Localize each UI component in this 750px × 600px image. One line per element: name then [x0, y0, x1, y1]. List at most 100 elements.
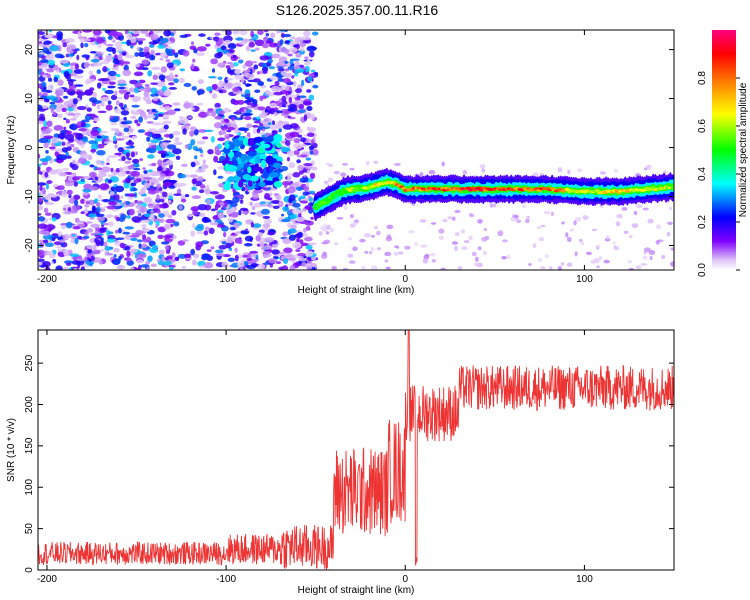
spectrogram-faint-cell — [668, 206, 672, 211]
spectrogram-x-axis-label: Height of straight line (km) — [298, 285, 415, 296]
spectrogram-noise-cell — [193, 253, 200, 259]
spectrogram-x-tick-label: -100 — [216, 274, 236, 285]
spectrogram-noise-cell — [292, 202, 301, 208]
spectrogram-noise-cell — [161, 191, 168, 198]
spectrogram-noise-cell — [282, 237, 292, 245]
spectrogram-noise-cell — [106, 162, 110, 166]
snr-x-tick-label: -100 — [216, 574, 236, 585]
spectrogram-faint-cell — [628, 267, 635, 270]
spectrogram-faint-cell — [343, 205, 348, 211]
spectrogram-noise-cell — [269, 192, 273, 196]
spectrogram-noise-cell — [275, 194, 282, 201]
spectrogram-noise-cell — [289, 40, 294, 48]
spectrogram-noise-cell — [250, 221, 254, 228]
spectrogram-noise-cell — [229, 226, 236, 231]
spectrogram-noise-cell — [206, 219, 212, 223]
spectrogram-noise-cell — [72, 98, 78, 105]
spectrogram-faint-cell — [323, 180, 329, 184]
spectrogram-noise-cell — [77, 235, 83, 240]
spectrogram-noise-cell — [232, 99, 239, 106]
spectrogram-noise-cell — [214, 115, 223, 120]
spectrogram-faint-cell — [544, 253, 549, 259]
spectrogram-noise-cell — [69, 123, 79, 131]
spectrogram-faint-cell — [483, 228, 487, 231]
spectrogram-noise-cell — [235, 37, 244, 41]
spectrogram-noise-cell — [173, 78, 179, 84]
spectrogram-y-tick-label: 0 — [24, 144, 35, 150]
spectrogram-noise-cell — [230, 116, 236, 121]
spectrogram-noise-cell — [173, 221, 180, 227]
spectrogram-faint-cell — [616, 213, 623, 219]
spectrogram-noise-cell — [108, 221, 114, 227]
spectrogram-noise-cell — [232, 30, 240, 35]
spectrogram-noise-cell — [192, 178, 198, 183]
spectrogram-y-tick-label: -20 — [24, 238, 35, 253]
spectrogram-noise-cell — [39, 185, 43, 191]
spectrogram-noise-cell — [73, 75, 84, 79]
spectrogram-noise-cell — [122, 69, 132, 77]
spectrogram-noise-cell — [299, 239, 304, 244]
spectrogram-noise-cell — [84, 231, 89, 236]
spectrogram-noise-cell — [263, 30, 269, 33]
spectrogram-faint-cell — [373, 160, 379, 164]
spectrogram-noise-cell — [264, 261, 268, 266]
spectrogram-faint-cell — [325, 231, 330, 235]
spectrogram-noise-cell — [89, 164, 95, 168]
spectrogram-noise-cell — [110, 94, 118, 101]
spectrogram-faint-cell — [603, 259, 610, 264]
spectrogram-noise-cell — [244, 235, 254, 242]
spectrogram-noise-cell — [126, 259, 134, 266]
spectrogram-noise-cell — [190, 138, 196, 146]
spectrogram-faint-cell — [385, 236, 393, 242]
spectrogram-blob-cell — [260, 159, 267, 168]
spectrogram-noise-cell — [150, 170, 160, 177]
spectrogram-noise-cell — [209, 191, 219, 195]
spectrogram-noise-cell — [150, 66, 161, 71]
spectrogram-noise-cell — [169, 72, 174, 79]
spectrogram-noise-cell — [41, 89, 48, 93]
spectrogram-noise-cell — [46, 95, 57, 100]
spectrogram-noise-cell — [167, 214, 173, 219]
spectrogram-noise-cell — [126, 39, 131, 47]
spectrogram-noise-cell — [86, 107, 92, 112]
spectrogram-noise-cell — [57, 132, 66, 140]
spectrogram-noise-cell — [271, 120, 276, 126]
spectrogram-noise-cell — [146, 266, 150, 270]
spectrogram-noise-cell — [253, 64, 259, 70]
spectrogram-noise-cell — [147, 203, 153, 207]
spectrogram-noise-cell — [196, 140, 206, 145]
spectrogram-noise-cell — [41, 162, 48, 166]
snr-frame — [37, 329, 675, 571]
spectrogram-noise-cell — [124, 245, 131, 251]
spectrogram-noise-cell — [107, 236, 113, 240]
spectrogram-noise-cell — [227, 43, 237, 50]
spectrogram-noise-cell — [152, 96, 159, 101]
spectrogram-noise-cell — [56, 185, 65, 191]
spectrogram-noise-cell — [92, 249, 101, 255]
snr-y-tick-label: 200 — [24, 396, 35, 413]
spectrogram-faint-cell — [408, 229, 415, 234]
spectrogram-noise-cell — [191, 195, 202, 200]
spectrogram-faint-cell — [386, 224, 394, 230]
spectrogram-noise-cell — [96, 82, 102, 89]
spectrogram-noise-cell — [113, 194, 120, 201]
spectrogram-noise-cell — [162, 202, 168, 209]
spectrogram-noise-cell — [127, 196, 135, 200]
spectrogram-noise-cell — [149, 93, 159, 97]
spectrogram-faint-cell — [516, 219, 522, 224]
spectrogram-noise-cell — [140, 243, 148, 249]
spectrogram-noise-cell — [257, 263, 266, 270]
spectrogram-noise-cell — [73, 194, 81, 200]
spectrogram-noise-cell — [157, 150, 168, 155]
spectrogram-noise-cell — [239, 199, 244, 204]
spectrogram-faint-cell — [642, 207, 649, 211]
spectrogram-noise-cell — [38, 137, 49, 144]
spectrogram-noise-cell — [105, 44, 114, 47]
spectrogram-noise-cell — [191, 63, 195, 70]
spectrogram-noise-cell — [251, 205, 256, 210]
spectrogram-noise-cell — [96, 150, 106, 156]
spectrogram-noise-cell — [252, 192, 259, 200]
spectrogram-noise-cell — [163, 133, 171, 138]
spectrogram-noise-cell — [49, 169, 59, 175]
